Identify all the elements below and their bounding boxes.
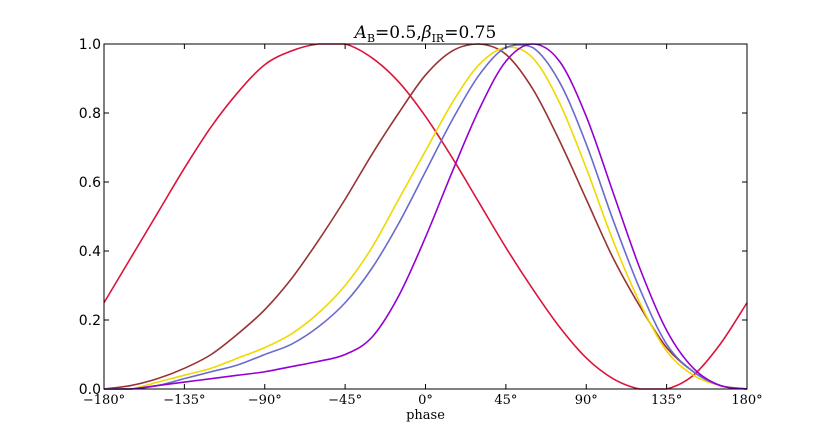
x-tick-label: 0° [418,393,433,408]
title-b-symbol: β [421,23,432,43]
x-tick-label: −135° [163,393,205,408]
x-tick-label: 180° [731,393,762,408]
y-tick-label: 1.0 [79,37,101,53]
y-tick-label: 0.8 [79,106,101,122]
y-tick-label: 0.6 [79,175,101,191]
y-tick-label: 0.2 [79,313,101,329]
x-tick-label: −90° [248,393,282,408]
series-line-4 [104,44,748,390]
chart-title: AB=0.5,βIR=0.75 [353,23,497,45]
series-line-3 [104,46,748,390]
x-tick-label: −180° [83,393,125,408]
plot-frame [103,43,748,390]
title-b-sub: IR [432,32,445,45]
series-line-2 [103,43,748,390]
y-tick-label: 0.4 [79,244,101,260]
title-a-symbol: A [353,23,367,43]
x-tick-label: 135° [651,393,682,408]
y-tick-labels: 0.0 0.2 0.4 0.6 0.8 1.0 [79,37,101,398]
x-axis-label: phase [406,408,445,423]
x-tick-label: 90° [575,393,598,408]
y-tick-label: 0.0 [79,382,101,398]
x-tick-label: −45° [328,393,362,408]
x-tick-label: 45° [494,393,517,408]
title-a-value: =0.5, [375,23,422,43]
title-b-value: =0.75 [444,23,496,43]
x-tick-labels: −180° −135° −90° −45° 0° 45° 90° 135° 180° [83,393,763,408]
title-a-sub: B [367,32,375,45]
series-line-5 [104,43,748,390]
